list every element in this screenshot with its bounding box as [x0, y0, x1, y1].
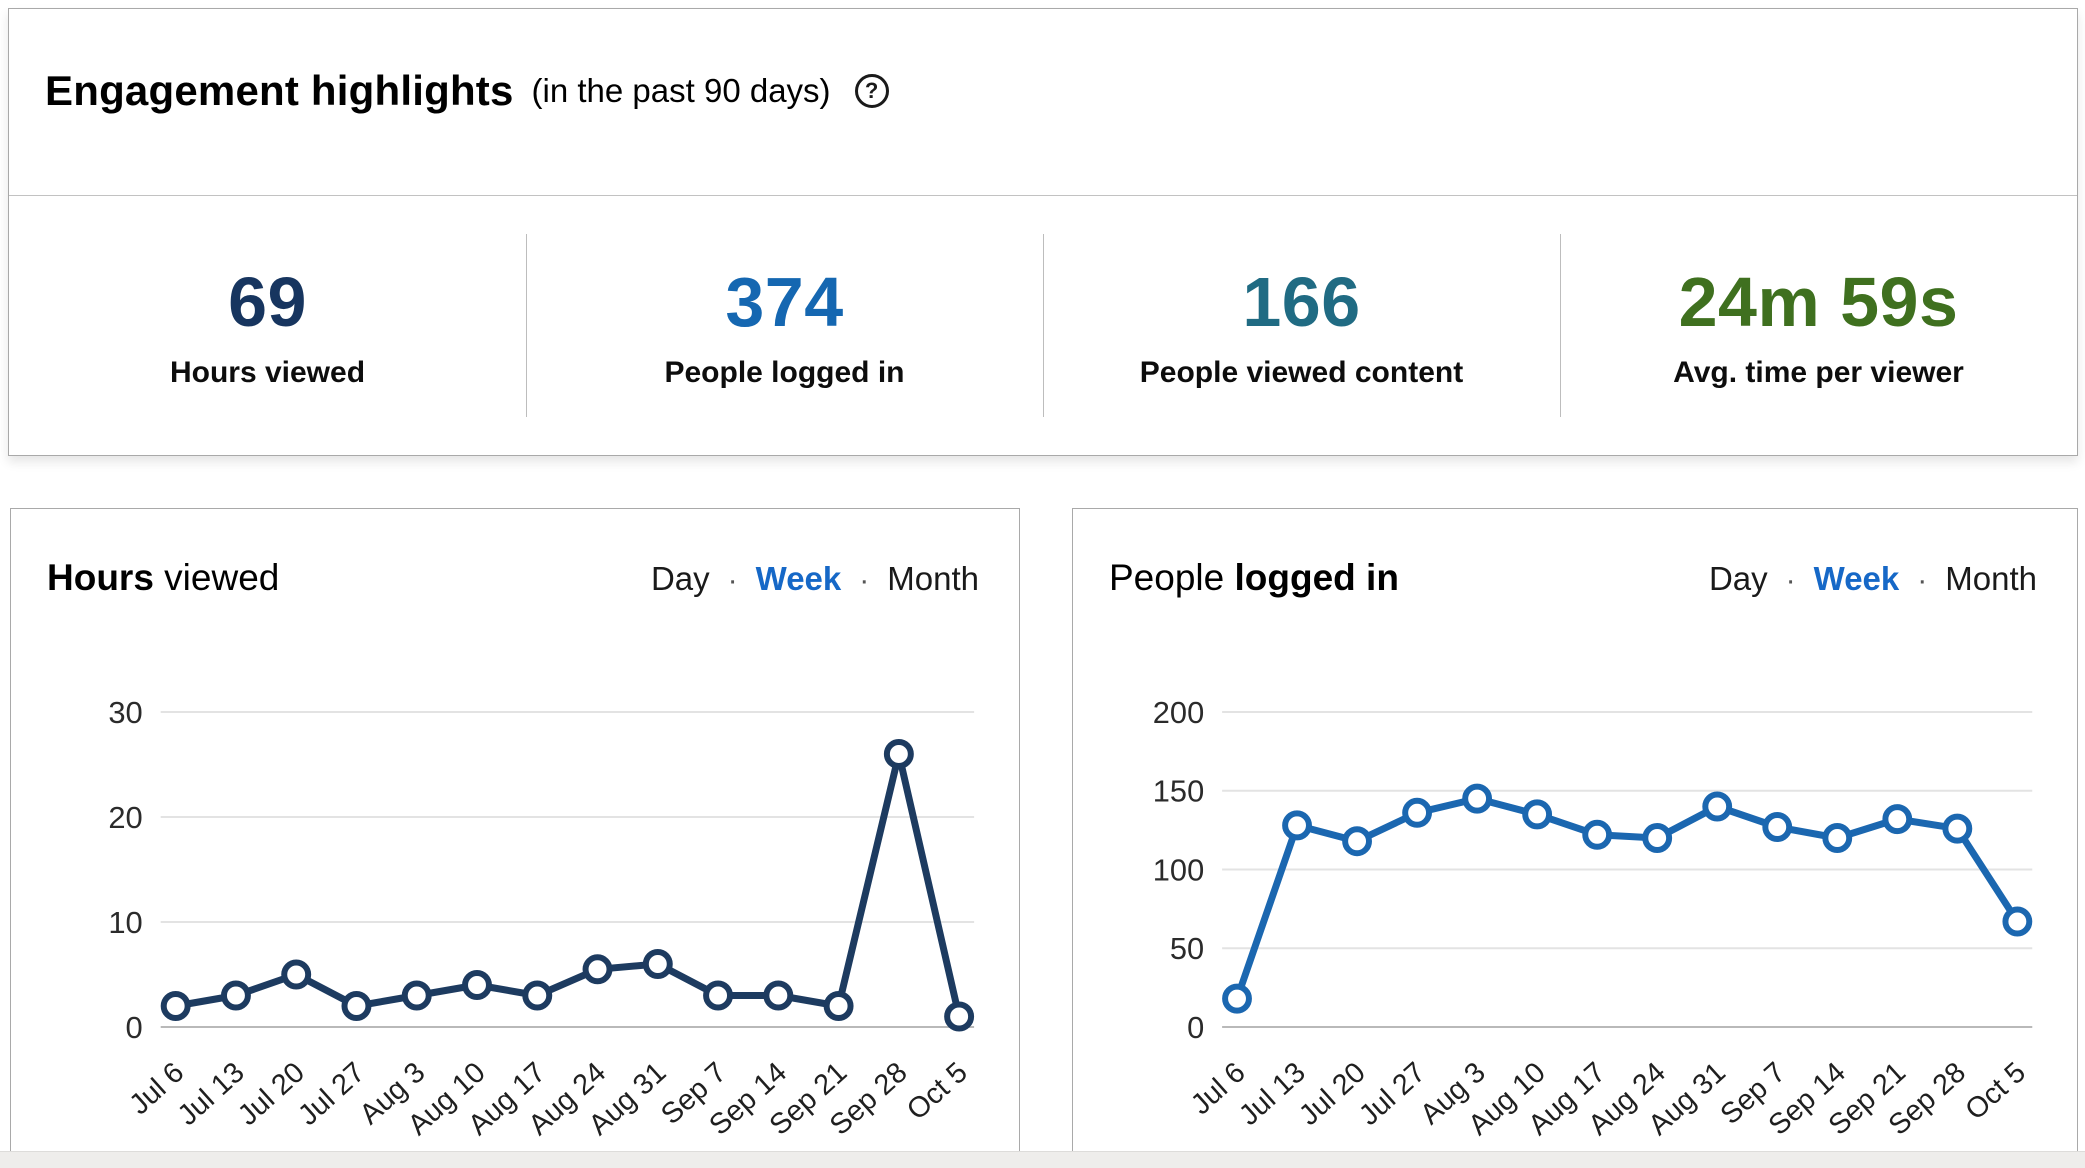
data-point-marker [763, 980, 794, 1011]
x-tick-label: Jul 20 [232, 1056, 311, 1132]
data-point-marker [160, 991, 191, 1021]
data-point-marker [341, 991, 372, 1021]
y-tick-label: 10 [108, 905, 142, 940]
data-point-marker [883, 739, 914, 769]
x-tick-label: Jul 13 [172, 1056, 251, 1132]
data-point-marker [1702, 791, 1733, 822]
period-toggle: Day · Week · Month [1709, 560, 2037, 598]
data-point-marker [1582, 819, 1613, 850]
y-tick-label: 50 [1170, 931, 1204, 966]
toggle-week[interactable]: Week [1813, 560, 1900, 597]
data-point-marker [462, 970, 492, 1000]
data-point-marker [1642, 823, 1673, 853]
chart-title-hours-viewed: Hours viewed [47, 557, 279, 599]
x-tick-label: Jul 13 [1233, 1056, 1312, 1132]
toggle-day[interactable]: Day [650, 560, 710, 597]
toggle-separator: · [859, 564, 870, 597]
stat-value: 166 [1242, 262, 1361, 341]
chart-title-people-logged-in: People logged in [1109, 557, 1399, 599]
data-point-marker [703, 980, 734, 1011]
stat-avg-time-per-viewer: 24m 59s Avg. time per viewer [1560, 196, 2077, 455]
chart-title-prefix: People [1109, 557, 1235, 598]
toggle-separator: · [1917, 564, 1928, 597]
toggle-day[interactable]: Day [1708, 560, 1768, 597]
y-tick-label: 200 [1153, 695, 1204, 730]
stat-value: 24m 59s [1678, 262, 1959, 341]
data-point-marker [1222, 983, 1252, 1014]
data-point-marker [642, 949, 673, 979]
stat-people-viewed-content: 166 People viewed content [1043, 196, 1560, 455]
data-point-marker [1462, 783, 1493, 814]
toggle-separator: · [1785, 564, 1796, 597]
data-point-marker [1402, 797, 1433, 828]
data-point-marker [1942, 813, 1973, 844]
stat-label: People viewed content [1139, 355, 1464, 389]
stat-label: People logged in [664, 355, 905, 389]
chart-title-bold: logged in [1234, 557, 1399, 598]
data-point-marker [823, 991, 854, 1021]
y-tick-label: 20 [108, 800, 142, 835]
data-point-marker [1282, 810, 1312, 841]
page-background-strip [0, 1151, 2085, 1168]
data-point-marker [1342, 826, 1372, 857]
engagement-highlights-card: Engagement highlights (in the past 90 da… [8, 8, 2078, 456]
header-divider [9, 195, 2077, 196]
x-tick-label: Jul 27 [1353, 1056, 1432, 1132]
x-tick-label: Oct 5 [1959, 1056, 2032, 1126]
toggle-week[interactable]: Week [755, 560, 842, 597]
data-point-marker [401, 980, 432, 1011]
x-tick-label: Jul 20 [1293, 1056, 1372, 1132]
data-point-marker [1522, 799, 1553, 830]
chart-title-suffix: viewed [153, 557, 280, 598]
stat-label: Avg. time per viewer [1673, 355, 1964, 389]
chart-title-bold: Hours [47, 557, 154, 598]
toggle-month[interactable]: Month [887, 560, 979, 597]
y-tick-label: 150 [1153, 774, 1204, 809]
x-tick-label: Jul 27 [292, 1056, 371, 1132]
stat-people-logged-in: 374 People logged in [526, 196, 1043, 455]
y-tick-label: 0 [126, 1010, 143, 1045]
x-tick-label: Oct 5 [901, 1056, 974, 1126]
stats-row: 69 Hours viewed 374 People logged in 166… [9, 196, 2077, 455]
data-point-marker [1822, 823, 1853, 853]
people-logged-in-chart-card: People logged in Day · Week · Month 0 50 1… [1072, 508, 2078, 1152]
page-title: Engagement highlights [45, 67, 514, 114]
stat-value: 374 [725, 262, 844, 341]
toggle-separator: · [727, 564, 738, 597]
data-point-marker [2002, 906, 2033, 937]
toggle-month[interactable]: Month [1945, 560, 2037, 597]
data-point-marker [281, 959, 312, 990]
data-point-marker [522, 980, 553, 1011]
data-point-marker [220, 980, 251, 1011]
stat-hours-viewed: 69 Hours viewed [9, 196, 526, 455]
data-point-marker [582, 954, 613, 985]
y-tick-label: 0 [1187, 1010, 1204, 1045]
y-tick-label: 30 [108, 695, 142, 730]
data-point-marker [1882, 804, 1913, 835]
page-subtitle: (in the past 90 days) [531, 72, 831, 109]
data-point-marker [1762, 812, 1793, 842]
stat-value: 69 [228, 262, 307, 341]
stat-label: Hours viewed [169, 355, 366, 389]
y-tick-label: 100 [1153, 852, 1204, 887]
help-icon[interactable]: ? [854, 74, 889, 108]
hours-viewed-chart-card: Hours viewed Day · Week · Month 0 10 20 30 J… [10, 508, 1020, 1152]
period-toggle: Day · Week · Month [651, 560, 979, 598]
data-point-marker [944, 1001, 975, 1032]
card-header: Engagement highlights (in the past 90 da… [9, 9, 2077, 195]
